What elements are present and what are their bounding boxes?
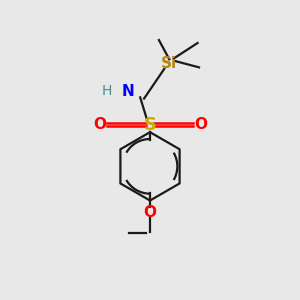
Text: H: H — [102, 84, 112, 98]
Text: Si: Si — [161, 56, 177, 71]
Text: O: O — [93, 117, 106, 132]
Text: N: N — [121, 84, 134, 99]
Text: O: O — [143, 205, 157, 220]
Text: O: O — [194, 117, 207, 132]
Text: S: S — [143, 116, 157, 134]
